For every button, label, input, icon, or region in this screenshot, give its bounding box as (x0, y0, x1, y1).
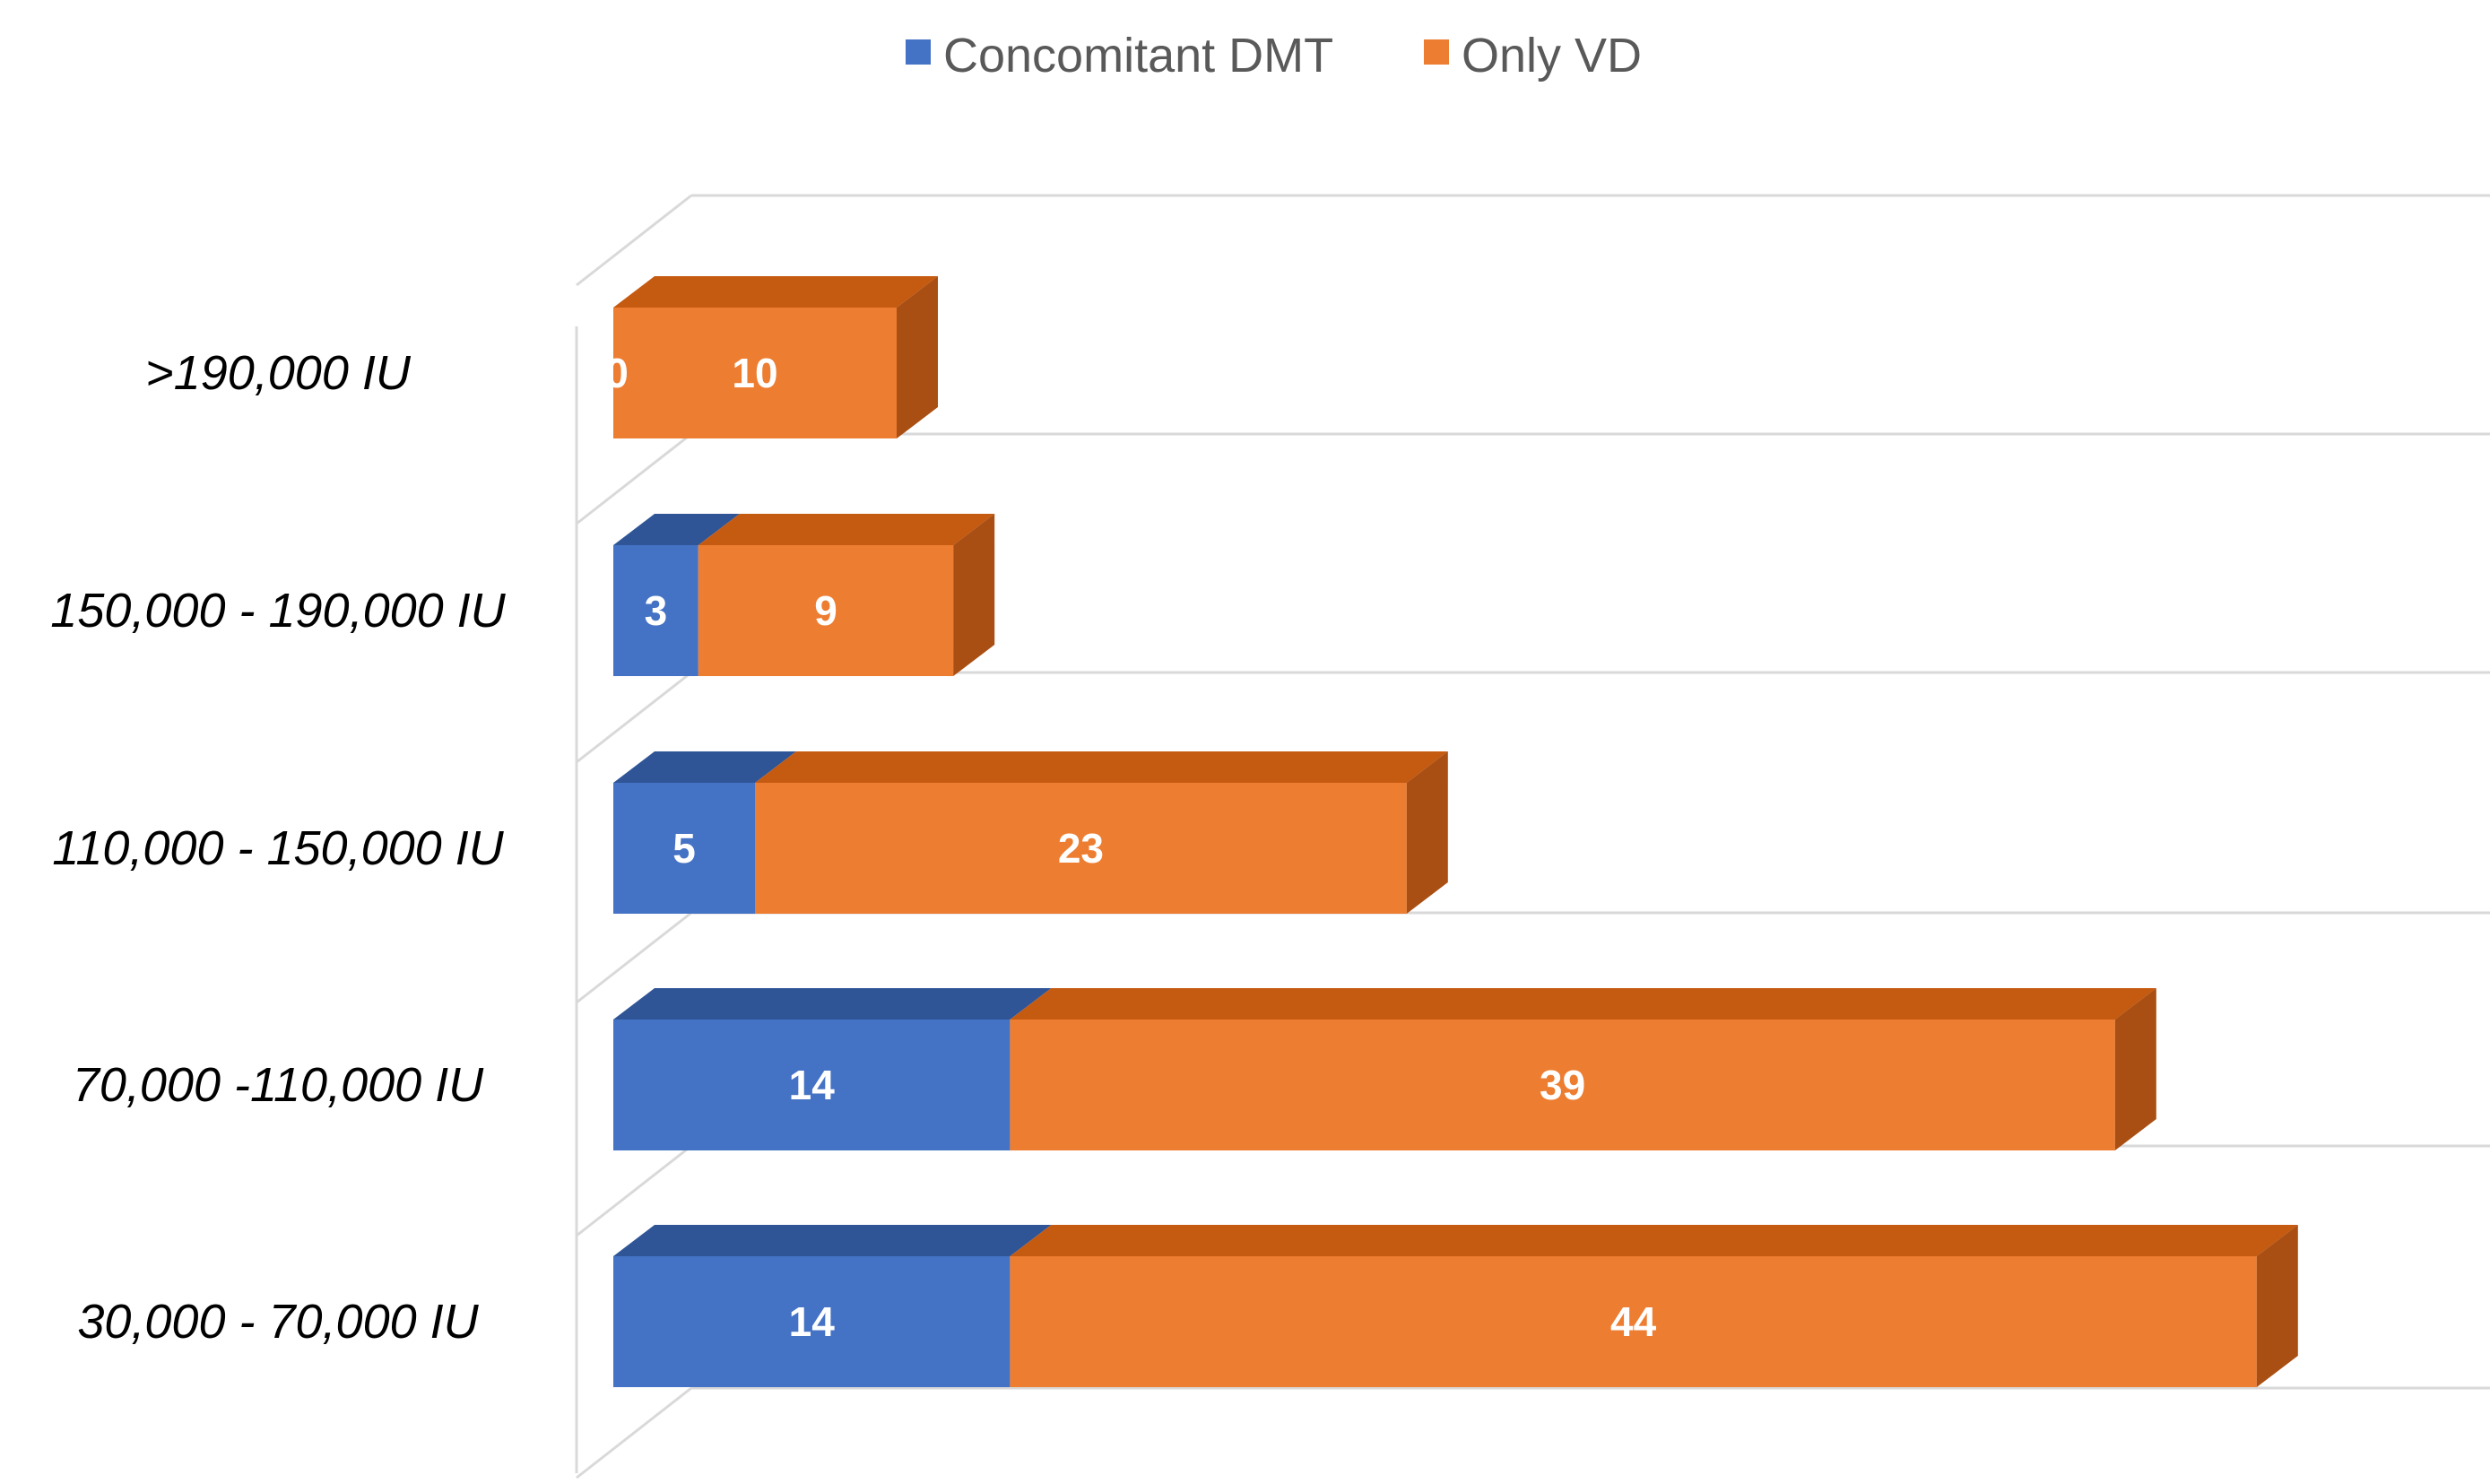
category-label: 70,000 -110,000 IU (73, 1058, 484, 1112)
bar-concomitant-dmt (613, 1020, 1011, 1150)
bar-top-only-vd (613, 276, 938, 308)
category-label: 150,000 - 190,000 IU (50, 584, 506, 638)
bar-top-concomitant-dmt (613, 514, 740, 545)
bar-side-only-vd (897, 276, 938, 438)
bar-side-only-vd (2256, 1225, 2298, 1387)
bar-top-only-vd (1010, 988, 2156, 1020)
legend-swatch-concomitant-dmt (906, 39, 931, 65)
data-label-concomitant-dmt: 14 (789, 1062, 836, 1108)
depth-gridline (576, 1386, 692, 1480)
bar-top-concomitant-dmt (613, 988, 1052, 1020)
depth-gridline (576, 1144, 692, 1237)
bar-top-concomitant-dmt (613, 1225, 1052, 1256)
data-label-only-vd: 39 (1540, 1062, 1585, 1108)
top-depth-line (576, 194, 692, 287)
legend-swatch-only-vd (1424, 39, 1449, 65)
bar-only-vd (698, 545, 954, 676)
bar-top-only-vd (698, 514, 995, 545)
bar-top-only-vd (1010, 1225, 2298, 1256)
data-label-concomitant-dmt: 14 (789, 1298, 836, 1345)
depth-gridline (576, 671, 692, 764)
category-axis: >190,000 IU 150,000 - 190,000 IU 110,000 -… (50, 346, 506, 1349)
data-label-concomitant-dmt: 3 (645, 587, 668, 634)
bar-layer (613, 276, 2298, 1387)
bar-side-only-vd (953, 514, 995, 676)
data-label-only-vd: 44 (1610, 1298, 1657, 1345)
data-label-only-vd: 23 (1058, 825, 1104, 872)
bar-only-vd (613, 308, 897, 438)
bar-concomitant-dmt (613, 545, 698, 676)
legend-label-only-vd: Only VD (1462, 29, 1642, 82)
bar-concomitant-dmt (613, 1256, 1011, 1387)
depth-gridline (576, 911, 692, 1004)
bar-side-only-vd (1406, 751, 1448, 914)
data-label-concomitant-dmt: 5 (672, 825, 696, 872)
data-label-concomitant-dmt: 0 (605, 350, 629, 396)
legend-label-concomitant-dmt: Concomitant DMT (943, 29, 1333, 82)
data-label-only-vd: 10 (732, 350, 777, 396)
bar-only-vd (755, 783, 1407, 914)
bar-only-vd (1010, 1256, 2257, 1387)
bar-side-only-vd (2114, 988, 2156, 1150)
bar-top-concomitant-dmt (613, 751, 796, 783)
category-label: >190,000 IU (145, 346, 412, 400)
legend: Concomitant DMT Only VD (906, 29, 1642, 82)
category-label: 110,000 - 150,000 IU (52, 821, 504, 875)
data-label-only-vd: 9 (814, 587, 837, 634)
depth-gridline (576, 432, 692, 525)
category-label: 30,000 - 70,000 IU (77, 1295, 479, 1349)
bar-top-only-vd (755, 751, 1448, 783)
bar-concomitant-dmt (613, 783, 755, 914)
bar-only-vd (1010, 1020, 2115, 1150)
